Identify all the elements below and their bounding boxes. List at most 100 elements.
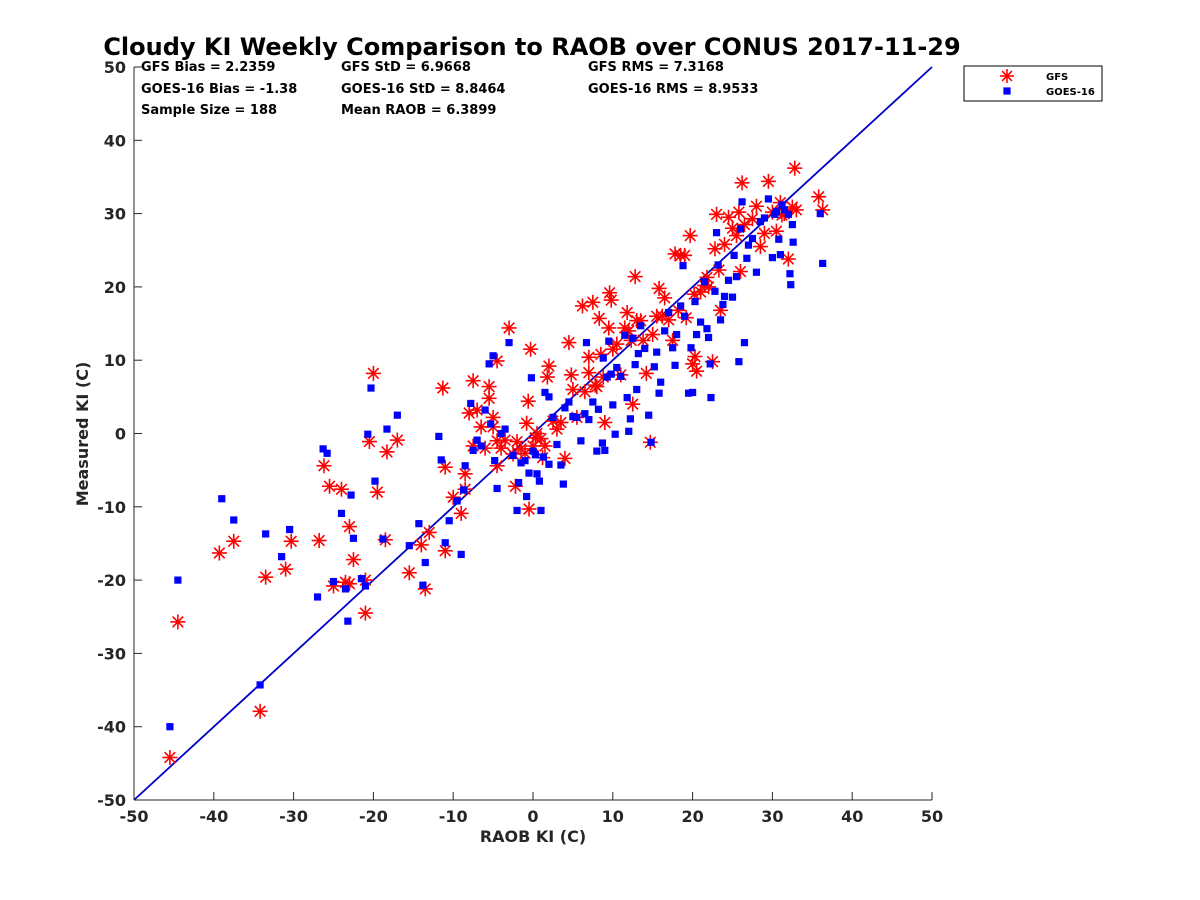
gfs-point xyxy=(379,444,395,460)
goes-16-point xyxy=(776,251,784,259)
gfs-point xyxy=(689,363,705,379)
goes-16-point xyxy=(655,389,663,397)
gfs-point xyxy=(625,396,641,412)
stat-goes-std: GOES-16 StD = 8.8464 xyxy=(341,82,505,97)
gfs-point xyxy=(563,367,579,383)
goes-16-point xyxy=(673,330,681,339)
gfs-point xyxy=(811,189,827,205)
gfs-point xyxy=(731,204,747,220)
x-tick-label: 40 xyxy=(841,807,863,826)
goes-16-point xyxy=(415,520,423,528)
legend-gfs-label: GFS xyxy=(1046,72,1068,83)
asterisk-stroke xyxy=(335,483,348,496)
goes-16-point xyxy=(661,327,669,335)
goes-16-point xyxy=(743,254,751,262)
asterisk-stroke xyxy=(436,382,449,394)
legend-goes-16-marker xyxy=(1003,87,1011,95)
goes-16-point xyxy=(529,447,537,455)
asterisk-stroke xyxy=(254,705,266,718)
goes-16-point xyxy=(379,535,387,543)
goes-16-point xyxy=(748,234,757,243)
goes-16-point xyxy=(573,413,581,421)
goes-16-point xyxy=(565,398,573,406)
goes-16-point xyxy=(549,413,557,421)
goes-16-point xyxy=(393,411,401,419)
goes-16-point xyxy=(692,330,701,339)
goes-16-point xyxy=(527,374,536,382)
y-tick-label: 30 xyxy=(104,205,126,224)
gfs-point xyxy=(311,533,327,549)
x-tick-label: -20 xyxy=(359,807,388,826)
stat-mean-raob: Mean RAOB = 6.3899 xyxy=(341,103,496,118)
gfs-point xyxy=(252,703,268,719)
gfs-point xyxy=(780,251,796,267)
gfs-point xyxy=(520,393,536,409)
gfs-point xyxy=(709,206,725,222)
goes-16-point xyxy=(623,393,631,402)
goes-16-point xyxy=(819,259,827,268)
asterisk-stroke xyxy=(658,292,671,304)
asterisk-stroke xyxy=(475,421,487,433)
gfs-series xyxy=(162,160,831,765)
legend-gfs-marker xyxy=(1000,69,1014,83)
goes-16-point xyxy=(593,447,601,455)
gfs-point xyxy=(645,327,661,343)
goes-16-point xyxy=(752,268,761,276)
gfs-point xyxy=(657,290,673,306)
goes-16-point xyxy=(764,195,773,203)
gfs-point xyxy=(619,305,635,321)
goes-16-point xyxy=(685,389,693,397)
goes-16-point xyxy=(337,509,346,517)
asterisk-stroke xyxy=(582,351,595,364)
asterisk-stroke xyxy=(259,571,272,584)
asterisk-stroke xyxy=(479,442,491,455)
goes-16-point xyxy=(581,410,589,418)
goes-16-point xyxy=(230,516,238,524)
asterisk-stroke xyxy=(702,281,715,293)
goes-16-point xyxy=(477,442,485,450)
goes-16-point xyxy=(485,360,493,368)
asterisk-stroke xyxy=(227,535,240,548)
goes-16-point xyxy=(349,534,358,542)
goes-16-point xyxy=(367,384,375,392)
gfs-point xyxy=(473,419,489,435)
gfs-point xyxy=(627,269,643,285)
asterisk-stroke xyxy=(403,566,416,579)
goes-16-point xyxy=(657,378,665,386)
gfs-point xyxy=(602,285,618,301)
goes-16-point xyxy=(166,723,174,731)
asterisk-stroke xyxy=(419,583,432,595)
gfs-point xyxy=(752,239,768,255)
gfs-point xyxy=(369,484,385,500)
y-tick-label: 0 xyxy=(115,425,126,444)
gfs-point xyxy=(401,565,417,581)
goes-16-point xyxy=(256,681,264,689)
asterisk-stroke xyxy=(543,360,555,372)
asterisk-stroke xyxy=(782,253,795,265)
gfs-point xyxy=(316,458,332,474)
goes-16-point xyxy=(601,446,609,454)
asterisk-stroke xyxy=(555,416,567,429)
asterisk-stroke xyxy=(343,520,356,533)
goes-16-point xyxy=(467,399,475,408)
goes-16-point xyxy=(706,360,714,368)
asterisk-stroke xyxy=(586,296,599,309)
goes-16-point xyxy=(559,480,567,488)
goes-16-point xyxy=(599,354,607,362)
goes-16-point xyxy=(744,241,753,249)
goes-16-point xyxy=(665,308,673,317)
y-axis-ticks: 50 40 30 20 10 0 -10 -20 -30 -40 -50 xyxy=(97,58,142,810)
asterisk-stroke xyxy=(590,380,603,393)
goes-16-point xyxy=(711,287,719,295)
goes-16-point xyxy=(473,436,481,444)
goes-16-point xyxy=(419,581,427,589)
x-tick-label: -30 xyxy=(279,807,308,826)
goes-16-point xyxy=(525,469,533,477)
y-tick-label: 50 xyxy=(104,58,126,77)
gfs-point xyxy=(519,415,535,431)
goes-16-point xyxy=(364,430,372,438)
asterisk-stroke xyxy=(646,328,659,341)
gfs-point xyxy=(651,280,667,296)
asterisk-stroke xyxy=(483,392,495,405)
goes-16-point xyxy=(784,210,792,218)
